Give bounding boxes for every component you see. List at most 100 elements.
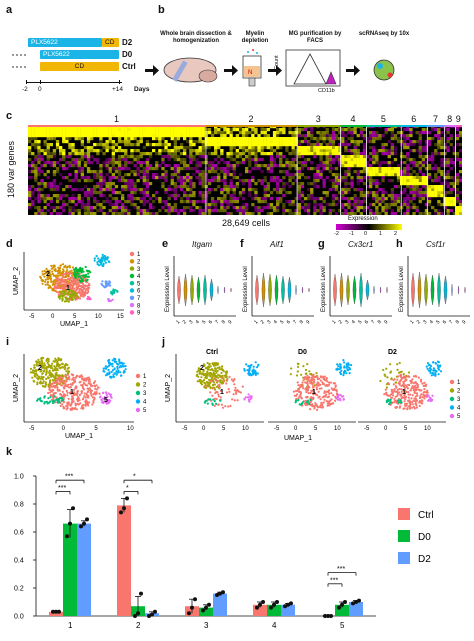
heatmap-cell	[384, 161, 388, 165]
heatmap-cell	[152, 200, 156, 204]
heatmap-cell	[431, 194, 435, 198]
heatmap-cell	[198, 131, 202, 135]
heatmap-cell	[325, 134, 329, 138]
heatmap-cell	[229, 143, 233, 147]
heatmap-cell	[440, 137, 444, 141]
heatmap-cell	[130, 161, 134, 165]
cell-point	[48, 277, 51, 280]
heatmap-cell	[139, 170, 143, 174]
heatmap-cell	[272, 176, 277, 180]
heatmap-cell	[121, 194, 125, 198]
cell-point	[206, 370, 209, 373]
heatmap-cell	[359, 212, 363, 215]
heatmap-cell	[114, 209, 119, 213]
heatmap-cell	[65, 131, 69, 135]
x-tick-label: 5	[314, 426, 318, 432]
heatmap-cell	[198, 206, 202, 210]
heatmap-cell	[254, 137, 258, 141]
heatmap-cell	[232, 176, 236, 180]
x-tick-label: -5	[274, 426, 280, 432]
cell-point	[334, 385, 337, 388]
heatmap-cell	[427, 158, 432, 162]
heatmap-cell	[139, 140, 143, 144]
cell-point	[305, 403, 308, 406]
heatmap-cell	[328, 161, 332, 165]
heatmap-cell	[117, 155, 122, 159]
heatmap-cell	[409, 191, 413, 195]
heatmap-cell	[161, 200, 165, 204]
cell-point	[316, 375, 319, 378]
heatmap-cell	[189, 167, 193, 171]
heatmap-cell	[108, 200, 112, 204]
heatmap-cell	[369, 170, 373, 174]
heatmap-cell	[71, 146, 75, 150]
heatmap-cell	[313, 143, 317, 147]
legend-dot	[129, 266, 135, 271]
cell-point	[304, 381, 307, 384]
heatmap-cell	[43, 152, 47, 156]
cell-point	[52, 401, 55, 404]
heatmap-cell	[369, 185, 373, 189]
heatmap-cell	[260, 137, 264, 141]
heatmap-cell	[384, 206, 388, 210]
heatmap-cell	[372, 155, 376, 159]
heatmap-cell	[356, 149, 360, 153]
heatmap-cell	[183, 191, 187, 195]
heatmap-cell	[458, 206, 462, 210]
heatmap-cell	[396, 131, 401, 135]
legend-tick-label: 0	[364, 231, 368, 237]
heatmap-cell	[245, 167, 249, 171]
heatmap-cell	[303, 128, 308, 132]
cell-point	[304, 368, 308, 372]
heatmap-cell	[80, 197, 84, 201]
heatmap-cell	[220, 188, 224, 192]
heatmap-cell	[96, 170, 100, 174]
heatmap-cell	[96, 158, 100, 162]
heatmap-cell	[173, 152, 177, 156]
heatmap-cell	[384, 170, 388, 174]
brain-icon	[163, 57, 218, 83]
heatmap-cell	[300, 191, 305, 195]
cell-point	[227, 405, 230, 408]
cell-point	[74, 404, 77, 407]
x-tick-label: 6	[208, 319, 214, 325]
violin-shape	[177, 275, 181, 305]
cell-point	[211, 375, 214, 378]
heatmap-cell	[251, 128, 255, 132]
heatmap-cell	[93, 128, 97, 132]
heatmap-cell	[96, 152, 100, 156]
heatmap-cell	[282, 170, 286, 174]
heatmap-cell	[421, 194, 425, 198]
heatmap-cell	[179, 188, 184, 192]
heatmap-cell	[37, 146, 41, 150]
cell-point	[213, 372, 216, 375]
cell-point	[74, 275, 77, 278]
heatmap-cell	[421, 197, 425, 201]
heatmap-cell	[210, 176, 215, 180]
heatmap-cell	[34, 158, 38, 162]
cell-point	[71, 374, 74, 377]
heatmap-cell	[65, 176, 69, 180]
cell-point	[55, 379, 58, 382]
heatmap-cell	[183, 149, 187, 153]
heatmap-cell	[365, 179, 370, 183]
heatmap-cell	[325, 176, 329, 180]
heatmap-cell	[77, 128, 81, 132]
cell-point	[50, 280, 53, 284]
heatmap-cell	[204, 128, 208, 132]
cell-point	[53, 365, 56, 368]
cell-point	[232, 393, 235, 396]
heatmap-cell	[238, 173, 243, 177]
heatmap-cell	[52, 128, 57, 132]
heatmap-cell	[226, 206, 230, 210]
sequencing-chip-icon	[373, 59, 395, 81]
cell-point	[124, 365, 127, 368]
heatmap-cell	[288, 131, 292, 135]
cell-point	[53, 274, 57, 277]
cell-point	[107, 298, 110, 301]
cell-point	[252, 365, 255, 368]
heatmap-cell	[458, 170, 462, 174]
heatmap-cell	[108, 182, 112, 186]
heatmap-cell	[207, 146, 212, 150]
cell-point	[343, 365, 346, 368]
